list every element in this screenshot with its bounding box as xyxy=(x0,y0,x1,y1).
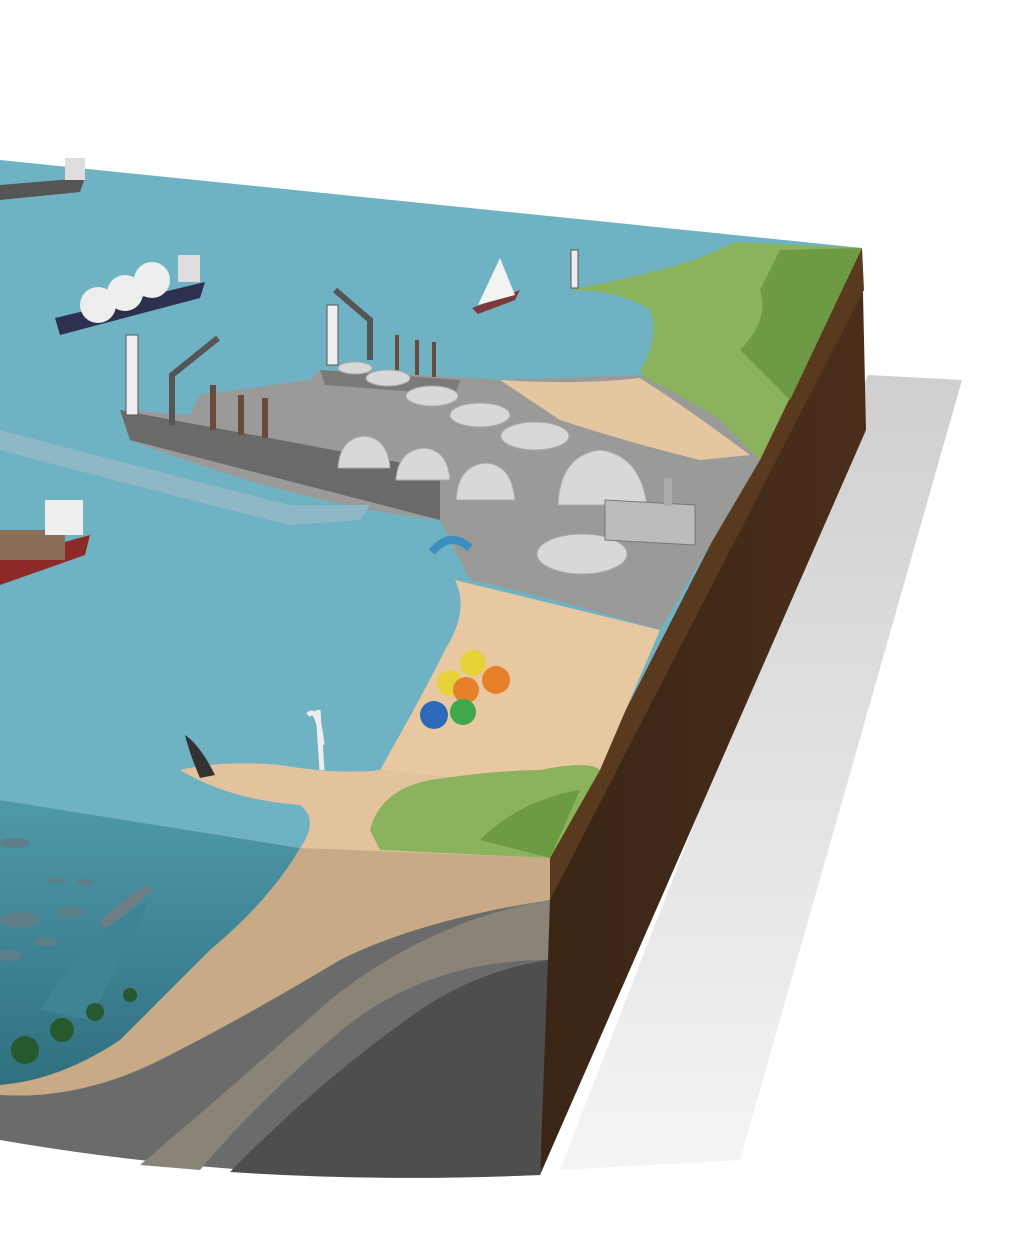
beach xyxy=(380,580,660,780)
ship-bridge xyxy=(45,500,83,535)
chimney xyxy=(395,335,399,370)
pier xyxy=(120,410,440,520)
ship-bridge xyxy=(178,255,200,282)
sail xyxy=(478,258,515,305)
kite xyxy=(428,536,473,555)
chimney xyxy=(210,385,216,430)
dome-tank xyxy=(337,435,391,469)
seal xyxy=(185,735,215,778)
lng-dome xyxy=(80,287,116,323)
chimney xyxy=(238,395,244,435)
fish xyxy=(0,838,152,961)
plant xyxy=(123,988,137,1002)
dome-tank xyxy=(557,449,648,506)
beach-upper xyxy=(500,378,750,460)
port-structures xyxy=(120,249,696,575)
bedrock-layer xyxy=(230,960,548,1178)
tank xyxy=(365,369,411,387)
chimneys xyxy=(210,335,436,438)
dome-tank xyxy=(395,447,451,481)
lng-domes xyxy=(80,262,170,323)
tank xyxy=(536,533,628,575)
seaweed xyxy=(11,988,137,1064)
factory xyxy=(604,478,696,546)
fish-shape xyxy=(56,907,84,917)
umbrella xyxy=(453,677,479,703)
umbrella xyxy=(482,666,510,694)
crane xyxy=(333,287,373,360)
ship-hull xyxy=(0,178,85,200)
umbrella xyxy=(450,699,476,725)
ship-bridge xyxy=(65,158,85,180)
lng-dome xyxy=(134,262,170,298)
fish-shape xyxy=(0,912,40,928)
umbrella xyxy=(460,650,486,676)
ships xyxy=(0,158,520,585)
tank xyxy=(405,385,459,407)
tank xyxy=(337,361,373,375)
fish-shape xyxy=(45,877,65,883)
umbrella xyxy=(420,701,448,729)
fish-shape xyxy=(0,838,30,848)
beach-life xyxy=(185,536,510,778)
chimney xyxy=(262,398,268,438)
rock-layer xyxy=(140,900,550,1170)
block-sides xyxy=(0,248,866,1178)
storage-tanks xyxy=(337,361,648,575)
factory-building xyxy=(604,499,696,546)
side-topsoil xyxy=(550,248,864,900)
lighthouse xyxy=(125,334,139,416)
lighthouse xyxy=(326,304,339,366)
plant xyxy=(50,1018,74,1042)
lng-dome xyxy=(107,275,143,311)
tank xyxy=(449,402,511,428)
fish-shape xyxy=(76,879,94,885)
factory-chimney xyxy=(664,478,672,506)
grass-front-dark xyxy=(480,790,580,858)
crane xyxy=(169,335,220,425)
drop-shadow xyxy=(560,375,962,1170)
tank xyxy=(500,421,570,451)
dolphin xyxy=(100,885,152,928)
chimney xyxy=(432,342,436,377)
fish-shape xyxy=(0,949,22,961)
plant xyxy=(86,1003,104,1021)
cranes xyxy=(169,287,373,425)
plant xyxy=(11,1036,39,1064)
side-face xyxy=(540,248,866,1175)
pipeline xyxy=(0,430,370,525)
lighthouse xyxy=(570,249,579,289)
dome-tank xyxy=(455,462,516,501)
fish-shape xyxy=(33,938,57,946)
underwater-shadow xyxy=(40,900,150,1020)
heron xyxy=(306,709,325,771)
chimney xyxy=(415,340,419,375)
lighthouses xyxy=(125,249,579,416)
grassland-dark xyxy=(740,248,862,400)
